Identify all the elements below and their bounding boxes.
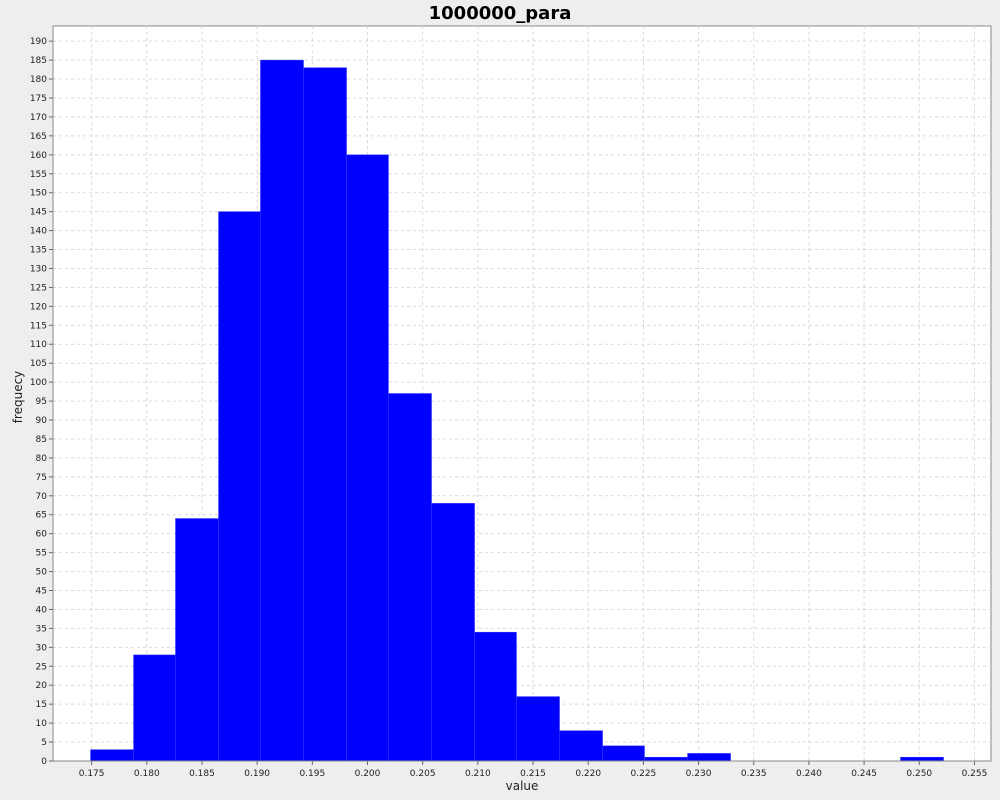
- x-tick-label: 0.190: [244, 769, 270, 779]
- y-tick-label: 85: [36, 435, 47, 445]
- y-tick-label: 5: [41, 738, 47, 748]
- histogram-bar: [388, 393, 432, 762]
- histogram-bar: [431, 503, 475, 762]
- y-tick-label: 45: [36, 587, 47, 597]
- y-tick-label: 25: [36, 662, 47, 672]
- x-axis-label: value: [506, 779, 539, 793]
- x-axis: 0.175 0.180 0.185 0.190 0.195 0.200 0.205 0.210…: [53, 760, 991, 779]
- y-tick-label: 10: [36, 719, 48, 729]
- x-tick-label: 0.250: [906, 769, 932, 779]
- y-tick-label: 135: [30, 246, 47, 256]
- y-tick-label: 155: [30, 170, 47, 180]
- y-tick-label: 170: [30, 113, 47, 123]
- y-tick-label: 70: [36, 492, 48, 502]
- histogram-bar: [218, 211, 261, 762]
- y-tick-label: 140: [30, 227, 47, 237]
- y-tick-label: 80: [36, 454, 48, 464]
- x-tick-label: 0.220: [575, 769, 601, 779]
- y-tick-label: 120: [30, 302, 47, 312]
- x-tick-label: 0.210: [465, 769, 491, 779]
- y-tick-label: 55: [36, 549, 47, 559]
- y-tick-label: 35: [36, 624, 47, 634]
- x-tick-label: 0.230: [686, 769, 712, 779]
- y-tick-label: 180: [30, 75, 47, 85]
- histogram-bar: [516, 696, 560, 762]
- y-tick-label: 65: [36, 511, 47, 521]
- histogram-bar: [133, 654, 176, 762]
- histogram-bar: [346, 154, 389, 762]
- histogram-bar: [644, 756, 688, 762]
- y-tick-label: 20: [36, 681, 48, 691]
- x-tick-label: 0.215: [520, 769, 546, 779]
- x-tick-label: 0.245: [851, 769, 877, 779]
- bars: [90, 59, 944, 762]
- histogram-bar: [90, 749, 134, 762]
- y-tick-label: 130: [30, 264, 47, 274]
- x-tick-label: 0.195: [299, 769, 325, 779]
- x-tick-label: 0.255: [962, 769, 988, 779]
- y-tick-label: 15: [36, 700, 47, 710]
- x-tick-label: 0.235: [741, 769, 767, 779]
- y-tick-label: 50: [36, 568, 48, 578]
- y-tick-label: 150: [30, 189, 47, 199]
- y-tick-label: 110: [30, 340, 47, 350]
- x-tick-label: 0.175: [79, 769, 105, 779]
- y-tick-label: 125: [30, 283, 47, 293]
- y-axis: 0 5 10 15 20 25 30 35 40 45 50 55 60 65 70 75 80 85 90 95 10…: [30, 26, 54, 767]
- x-tick-label: 0.225: [631, 769, 657, 779]
- x-tick-label: 0.200: [355, 769, 381, 779]
- x-tick-label: 0.185: [189, 769, 215, 779]
- y-tick-label: 75: [36, 473, 47, 483]
- histogram-bar: [260, 59, 304, 762]
- histogram-bar: [602, 745, 645, 762]
- x-tick-label: 0.240: [796, 769, 822, 779]
- histogram-bar: [687, 753, 731, 762]
- y-tick-label: 115: [30, 321, 47, 331]
- y-tick-label: 165: [30, 132, 47, 142]
- histogram-bar: [900, 756, 944, 762]
- y-tick-label: 0: [41, 757, 47, 767]
- y-tick-label: 30: [36, 643, 48, 653]
- histogram-bar: [303, 67, 347, 762]
- y-tick-label: 160: [30, 151, 47, 161]
- y-tick-label: 60: [36, 530, 48, 540]
- x-tick-label: 0.180: [134, 769, 160, 779]
- y-tick-label: 175: [30, 94, 47, 104]
- y-tick-label: 190: [30, 37, 47, 47]
- y-tick-label: 185: [30, 56, 47, 66]
- y-tick-label: 90: [36, 416, 48, 426]
- y-tick-label: 40: [36, 605, 48, 615]
- histogram-bar: [175, 518, 219, 762]
- histogram-bar: [474, 631, 517, 762]
- y-axis-label: frequecy: [11, 371, 25, 424]
- histogram-bar: [559, 730, 603, 762]
- y-tick-label: 145: [30, 208, 47, 218]
- y-tick-label: 95: [36, 397, 47, 407]
- x-tick-label: 0.205: [410, 769, 436, 779]
- y-tick-label: 100: [30, 378, 47, 388]
- chart-title: 1000000_para: [429, 3, 572, 24]
- y-tick-label: 105: [30, 359, 47, 369]
